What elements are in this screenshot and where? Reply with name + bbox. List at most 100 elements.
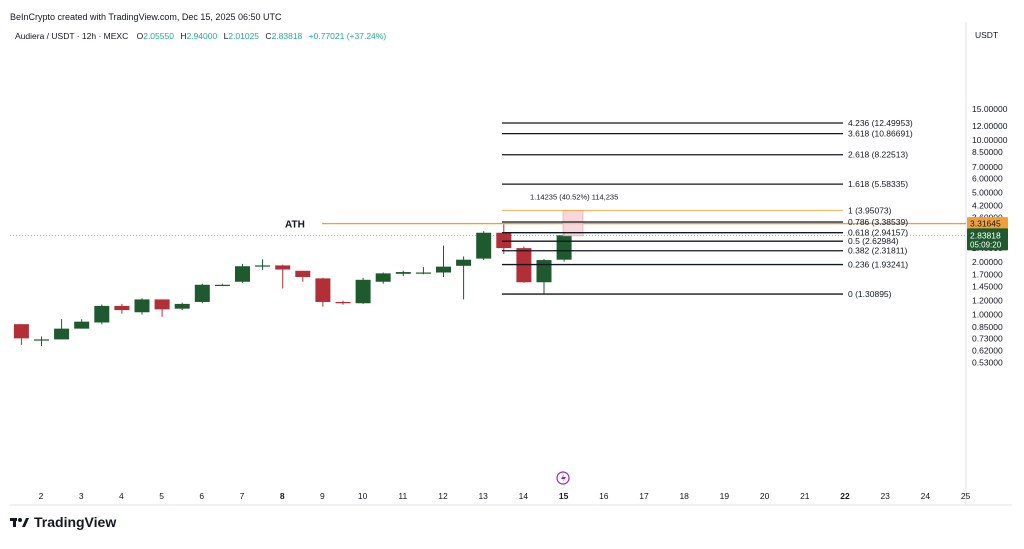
time-tick-label: 24: [921, 491, 931, 501]
candle: [174, 302, 190, 311]
candle-body: [134, 299, 150, 313]
price-tick-label: 5.00000: [972, 187, 1003, 197]
candle-body: [536, 260, 552, 283]
time-tick-label: 4: [119, 491, 124, 501]
lightning-icon[interactable]: [556, 471, 570, 485]
price-tick-label: 4.20000: [972, 201, 1003, 211]
candle: [556, 232, 572, 262]
candle: [134, 298, 150, 315]
price-tick-label: 15.00000: [972, 104, 1008, 114]
fib-level-label: 3.618 (10.86691): [848, 129, 913, 139]
candle: [154, 299, 170, 317]
candle-body: [476, 232, 492, 259]
fib-level-label: 4.236 (12.49953): [848, 118, 913, 128]
candle-body: [335, 301, 351, 304]
tradingview-logo-icon: [10, 518, 29, 527]
time-tick-label: 22: [840, 491, 850, 501]
time-tick-label: 10: [358, 491, 368, 501]
time-tick-label: 9: [320, 491, 325, 501]
time-tick-label: 16: [599, 491, 609, 501]
last-price-value: 2.83818: [970, 230, 1001, 240]
time-tick-label: 2: [39, 491, 44, 501]
time-tick-label: 19: [720, 491, 730, 501]
candle-body: [556, 235, 572, 260]
candle-body: [34, 339, 49, 341]
candle: [54, 319, 70, 340]
candle: [275, 264, 291, 289]
candle: [315, 277, 331, 307]
candle-body: [275, 265, 291, 270]
price-tick-label: 0.73000: [972, 333, 1003, 343]
candle-body: [74, 321, 90, 329]
candle: [415, 267, 431, 275]
tradingview-logo[interactable]: TradingView: [10, 514, 116, 530]
candle-body: [255, 265, 271, 267]
price-tick-label: 1.45000: [972, 281, 1003, 291]
price-tick-label: 12.00000: [972, 121, 1008, 131]
price-tick-label: 7.00000: [972, 162, 1003, 172]
time-tick-label: 18: [679, 491, 689, 501]
price-tick-label: 10.00000: [972, 135, 1008, 145]
candle: [335, 300, 351, 305]
fib-level-label: 0.5 (2.62984): [848, 236, 899, 246]
time-tick-label: 15: [559, 491, 569, 501]
symbol-name[interactable]: Audiera / USDT · 12h · MEXC: [15, 31, 129, 41]
open-value: 2.05550: [143, 31, 174, 41]
candle-body: [235, 266, 250, 282]
candle: [375, 272, 391, 284]
candle-body: [94, 305, 110, 323]
candle: [295, 270, 311, 282]
candle-body: [295, 270, 311, 277]
candle-body: [194, 284, 210, 302]
candle-body: [154, 299, 170, 310]
fib-level-label: 1.618 (5.58335): [848, 179, 908, 189]
price-tick-label: 6.00000: [972, 174, 1003, 184]
fib-level-label: 1 (3.95073): [848, 205, 892, 215]
time-tick-label: 6: [199, 491, 204, 501]
measure-label: 1.14235 (40.52%) 114,235: [530, 192, 618, 201]
time-tick-label: 20: [760, 491, 770, 501]
candle-body: [54, 328, 70, 340]
fib-level-label: 0.786 (3.38539): [848, 217, 908, 227]
fib-level-label: 0 (1.30895): [848, 289, 892, 299]
price-axis-unit: USDT: [975, 30, 998, 40]
time-tick-label: 5: [159, 491, 164, 501]
candle-body: [415, 272, 431, 274]
open-key: O: [136, 31, 144, 41]
chart-credit: BeInCrypto created with TradingView.com,…: [10, 12, 282, 22]
time-tick-label: 7: [240, 491, 245, 501]
candle: [194, 283, 210, 304]
time-tick-label: 23: [880, 491, 890, 501]
ath-label: ATH: [285, 220, 305, 231]
candle-body: [456, 259, 472, 266]
candle: [13, 324, 29, 345]
time-tick-label: 14: [519, 491, 529, 501]
price-tick-label: 2.00000: [972, 257, 1003, 267]
candle: [436, 245, 451, 277]
candle: [94, 304, 110, 325]
candle-body: [355, 279, 371, 304]
candle-body: [174, 303, 190, 309]
last-price-tag-bg: [967, 228, 1008, 251]
low-key: L: [223, 31, 229, 41]
event-marker[interactable]: [556, 471, 570, 485]
fib-level-label: 0.382 (2.31811): [848, 246, 908, 256]
high-value: 2.94000: [186, 31, 218, 41]
time-axis[interactable]: 2 3 4 5 6 7 8 9 10 11 12 13 14 15 16 17 18 19 20 21 22 23 24 25: [39, 491, 971, 501]
change-value: +0.77021 (+37.24%): [308, 31, 387, 41]
fib-level-label: 0.236 (1.93241): [848, 260, 908, 270]
high-key: H: [180, 31, 187, 41]
price-tick-label: 1.70000: [972, 269, 1003, 279]
time-tick-label: 25: [961, 491, 971, 501]
price-axis[interactable]: USDT 15.00000 12.00000 10.00000 8.50000 7.00…: [967, 30, 1008, 368]
candle: [235, 263, 250, 283]
price-tick-label: 1.20000: [972, 296, 1003, 306]
price-tick-label: 0.62000: [972, 346, 1003, 356]
fibonacci-extension[interactable]: ATH 1.14235 (40.52%) 114,235 4.236 (12.499…: [285, 118, 966, 299]
candle: [496, 224, 512, 255]
price-tick-label: 8.50000: [972, 147, 1003, 157]
candle: [395, 270, 411, 277]
ath-price-tag-text: 3.31645: [970, 219, 1001, 229]
